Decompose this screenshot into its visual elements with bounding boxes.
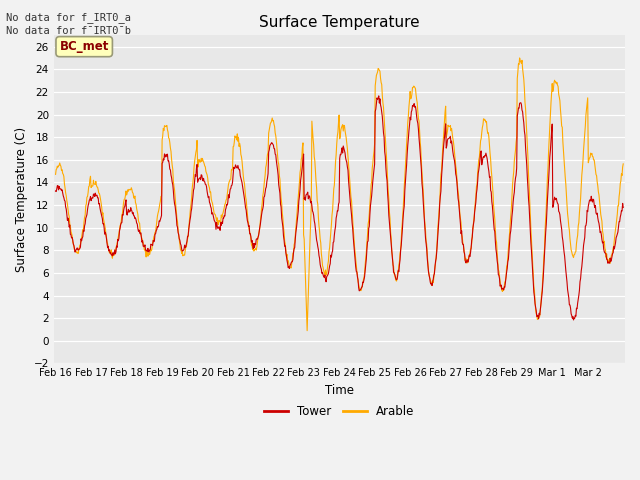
Text: BC_met: BC_met bbox=[60, 40, 109, 53]
X-axis label: Time: Time bbox=[325, 384, 354, 397]
Legend: Tower, Arable: Tower, Arable bbox=[259, 401, 419, 423]
Y-axis label: Surface Temperature (C): Surface Temperature (C) bbox=[15, 127, 28, 272]
Title: Surface Temperature: Surface Temperature bbox=[259, 15, 420, 30]
Text: No data for f_IRT0_a: No data for f_IRT0_a bbox=[6, 12, 131, 23]
Text: No data for f¯IRT0¯b: No data for f¯IRT0¯b bbox=[6, 26, 131, 36]
